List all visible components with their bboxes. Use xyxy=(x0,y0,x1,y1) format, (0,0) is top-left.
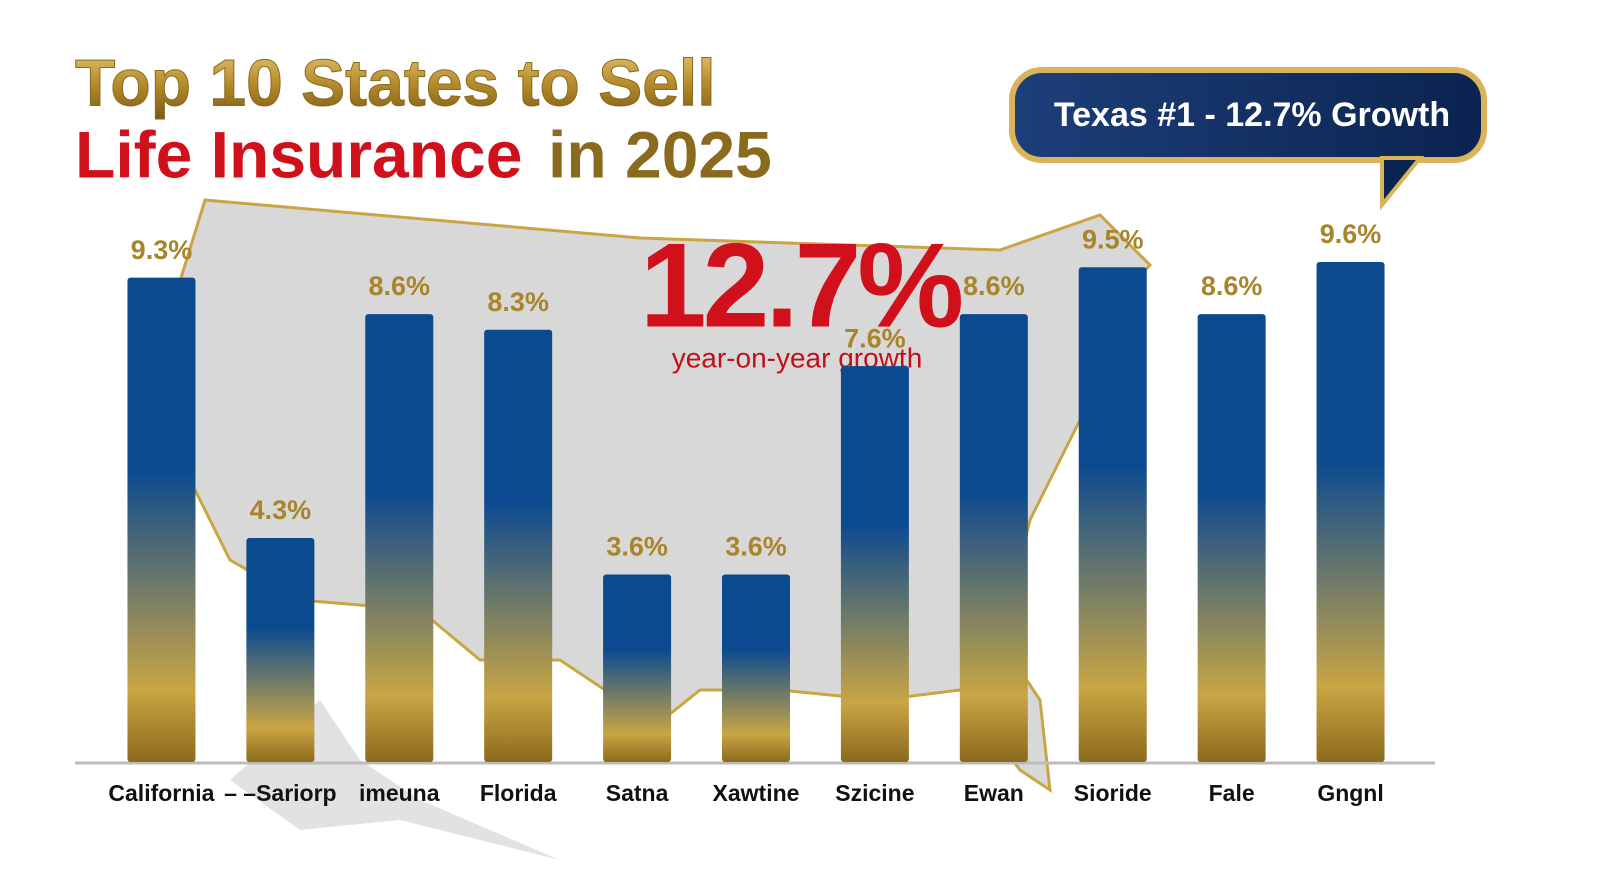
x-tick-label: Szicine xyxy=(835,780,914,806)
callout-text: Texas #1 - 12.7% Growth xyxy=(1054,96,1450,134)
bar xyxy=(484,329,553,762)
value-label: 8.6% xyxy=(963,271,1025,301)
bar xyxy=(840,366,909,762)
x-tick-label: Florida xyxy=(480,780,557,806)
x-tick-label: imeuna xyxy=(359,780,440,806)
bar xyxy=(1078,267,1147,762)
x-tick-label: – –Sariorp xyxy=(224,780,337,806)
value-label: 9.6% xyxy=(1320,219,1382,249)
callout-box xyxy=(1009,67,1487,163)
value-label: 3.6% xyxy=(606,532,668,562)
value-label: 9.3% xyxy=(131,235,193,265)
value-label: 7.6% xyxy=(844,323,906,353)
x-tick-label: Xawtine xyxy=(713,780,800,806)
bar xyxy=(1316,262,1385,762)
bar xyxy=(127,277,196,762)
bar xyxy=(722,574,790,762)
title-line2-red: Life Insurance xyxy=(75,117,522,191)
callout-tail xyxy=(1380,156,1425,211)
x-tick-label: Satna xyxy=(606,780,669,806)
value-label: 9.5% xyxy=(1082,224,1144,254)
x-tick-label: California xyxy=(108,780,214,806)
value-label: 8.6% xyxy=(1201,271,1263,301)
x-tick-label: Sioride xyxy=(1074,780,1152,806)
value-label: 8.6% xyxy=(368,271,430,301)
value-label: 8.3% xyxy=(487,287,549,317)
bar xyxy=(1197,314,1266,762)
value-label: 3.6% xyxy=(725,532,787,562)
value-label: 4.3% xyxy=(250,495,312,525)
bar xyxy=(959,314,1028,762)
x-tick-label: Ewan xyxy=(964,780,1024,806)
x-tick-label: Gngnl xyxy=(1317,780,1383,806)
title: Top 10 States to Sell xyxy=(75,45,716,119)
headline-value: 12.7% xyxy=(640,219,962,353)
bar xyxy=(603,574,672,762)
x-tick-label: Fale xyxy=(1209,780,1255,806)
title-line2-gold: in 2025 xyxy=(548,117,772,191)
bar xyxy=(365,314,434,762)
bar xyxy=(246,538,315,762)
